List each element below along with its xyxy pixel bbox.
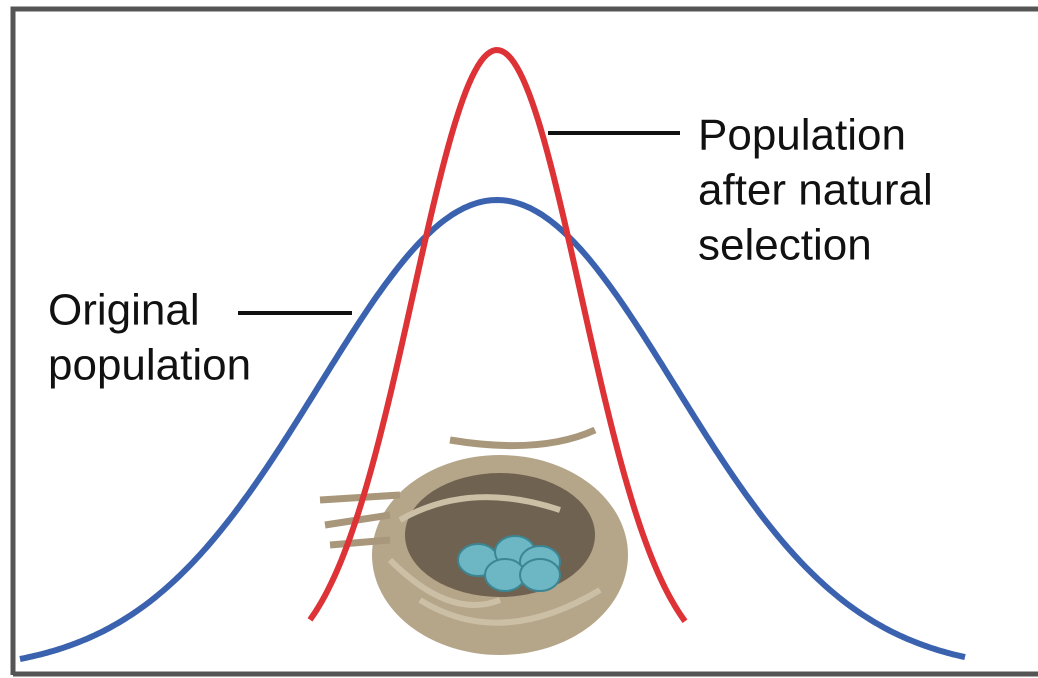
label: Population: [698, 111, 906, 160]
label: after natural: [698, 166, 933, 215]
label: population: [48, 341, 251, 390]
label: selection: [698, 221, 872, 270]
egg: [520, 559, 560, 591]
diagram: Population after natural selection Origi…: [0, 0, 1038, 678]
label: Original: [48, 286, 200, 335]
